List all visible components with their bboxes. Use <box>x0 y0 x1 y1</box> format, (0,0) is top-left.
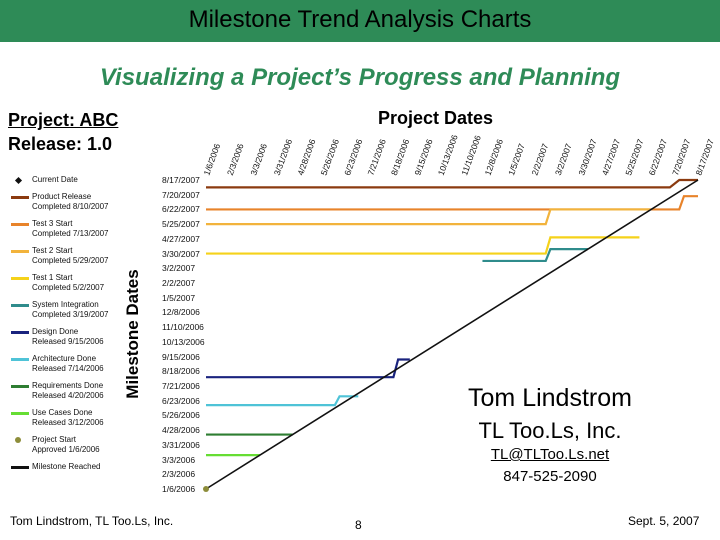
series-product-release <box>206 178 698 189</box>
y-tick-label: 1/6/2006 <box>162 484 196 494</box>
legend-diamond-icon <box>14 176 23 185</box>
slide-subtitle: Visualizing a Project’s Progress and Pla… <box>99 64 621 91</box>
legend-label: Use Cases Done Released 3/12/2006 <box>32 408 104 427</box>
page-number: 8 <box>355 518 362 532</box>
footer-left: Tom Lindstrom, TL Too.Ls, Inc. <box>10 514 174 528</box>
project-label: Project: ABC <box>8 110 119 130</box>
x-tick-label: 2/2/2007 <box>529 142 550 177</box>
y-tick-label: 9/15/2006 <box>162 351 200 362</box>
x-tick-label: 1/6/2006 <box>201 142 222 177</box>
legend-label: Requirements Done Released 4/20/2006 <box>32 381 104 400</box>
x-tick-label: 3/30/2007 <box>576 137 598 176</box>
legend-label: Product Release Completed 8/10/2007 <box>32 192 109 211</box>
y-tick-label: 4/27/2007 <box>162 233 200 244</box>
y-tick-label: 2/3/2006 <box>162 469 196 480</box>
contact-email[interactable]: TL@TLToo.Ls.net <box>490 446 610 463</box>
legend-swatch <box>11 196 29 199</box>
x-tick-label: 11/10/2006 <box>459 134 483 177</box>
legend-swatch <box>11 412 29 415</box>
legend-label: Project Start Approved 1/6/2006 <box>32 435 100 454</box>
series-test-2-start <box>206 208 652 226</box>
release-label: Release: 1.0 <box>8 134 113 154</box>
y-tick-label: 7/21/2006 <box>162 381 200 391</box>
chart-title: Project Dates <box>378 108 494 128</box>
legend-label: Test 3 Start Completed 7/13/2007 <box>32 219 109 238</box>
series-system-integration <box>482 248 588 263</box>
y-tick-label: 12/8/2006 <box>162 307 200 318</box>
legend-swatch <box>11 277 29 280</box>
project-start-marker <box>203 486 209 492</box>
x-tick-label: 1/5/2007 <box>506 142 527 177</box>
x-tick-label: 3/2/2007 <box>553 142 574 177</box>
series-architecture-done <box>206 395 359 407</box>
legend-swatch <box>11 466 29 469</box>
legend-label: Design Done Released 9/15/2006 <box>32 327 104 346</box>
legend-label: Test 2 Start Completed 5/29/2007 <box>32 246 109 265</box>
x-tick-label: 5/25/2007 <box>623 137 645 176</box>
x-tick-label: 4/28/2006 <box>295 137 317 176</box>
legend-swatch <box>11 223 29 226</box>
y-tick-label: 4/28/2006 <box>162 425 200 436</box>
y-tick-label: 3/31/2006 <box>162 439 200 450</box>
series-design-done <box>206 358 410 379</box>
x-tick-label: 3/31/2006 <box>272 137 294 176</box>
contact-phone: 847-525-2090 <box>503 468 597 485</box>
title-bar <box>0 0 720 42</box>
x-tick-label: 4/27/2007 <box>600 137 622 176</box>
x-tick-label: 9/15/2006 <box>412 137 434 176</box>
legend-swatch <box>11 250 29 253</box>
slide-title: Milestone Trend Analysis Charts <box>188 6 532 33</box>
y-tick-label: 8/18/2006 <box>162 366 200 377</box>
legend-label: Architecture Done Released 7/14/2006 <box>32 354 104 373</box>
series-test-3-start <box>206 195 698 211</box>
legend-swatch <box>11 385 29 388</box>
legend-swatch <box>11 358 29 361</box>
x-tick-label: 8/17/2007 <box>693 137 715 176</box>
x-tick-label: 5/26/2006 <box>319 137 341 176</box>
x-tick-label: 12/8/2006 <box>483 137 505 176</box>
x-tick-label: 7/20/2007 <box>670 137 692 176</box>
y-tick-label: 3/3/2006 <box>162 454 196 465</box>
y-tick-label: 10/13/2006 <box>162 336 205 347</box>
y-tick-label: 6/22/2007 <box>162 204 200 215</box>
y-tick-label: 3/2/2007 <box>162 263 196 274</box>
x-tick-label: 2/3/2006 <box>225 142 246 177</box>
project-info: Project: ABC Release: 1.0 <box>8 108 118 156</box>
y-tick-label: 7/20/2007 <box>162 189 200 200</box>
legend-swatch <box>11 304 29 307</box>
y-axis-label: Milestone Dates <box>123 269 142 399</box>
legend-label: System Integration Completed 3/19/2007 <box>32 300 109 319</box>
y-tick-label: 5/26/2006 <box>162 410 200 421</box>
footer-date: Sept. 5, 2007 <box>628 514 700 528</box>
y-tick-label: 1/5/2007 <box>162 292 196 303</box>
legend-swatch <box>11 331 29 334</box>
y-tick-label: 8/17/2007 <box>162 175 200 185</box>
series-test-1-start <box>206 236 640 255</box>
y-tick-label: 2/2/2007 <box>162 278 196 288</box>
x-tick-label: 3/3/2006 <box>248 142 269 177</box>
legend-label: Current Date <box>32 175 78 184</box>
legend-label: Milestone Reached <box>32 462 101 471</box>
y-tick-label: 11/10/2006 <box>162 322 204 333</box>
x-tick-label: 6/22/2007 <box>647 137 669 176</box>
x-tick-label: 6/23/2006 <box>342 137 364 176</box>
y-tick-label: 5/25/2007 <box>162 219 200 230</box>
legend-circle-icon <box>15 437 21 443</box>
x-tick-label: 8/18/2006 <box>389 137 411 176</box>
contact-name: Tom Lindstrom <box>468 384 632 412</box>
y-tick-label: 3/30/2007 <box>162 248 200 259</box>
contact-company: TL Too.Ls, Inc. <box>478 418 622 443</box>
x-tick-label: 7/21/2006 <box>365 137 387 176</box>
legend-label: Test 1 Start Completed 5/2/2007 <box>32 273 105 292</box>
y-tick-label: 6/23/2006 <box>162 395 200 406</box>
x-tick-label: 10/13/2006 <box>436 133 460 177</box>
